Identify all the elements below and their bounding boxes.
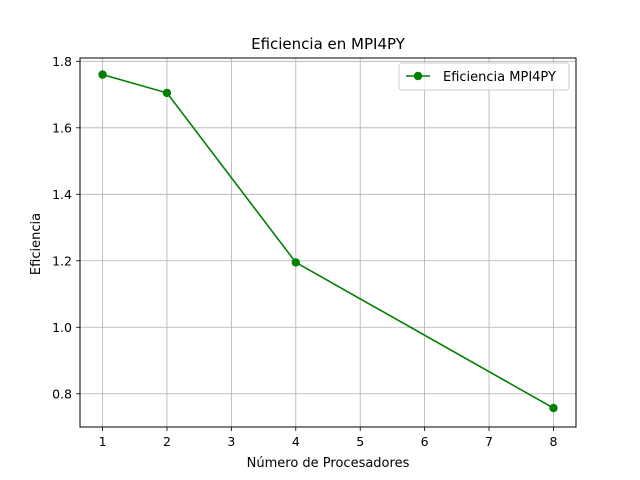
x-tick-label: 5 xyxy=(356,434,364,449)
series-line xyxy=(102,73,554,409)
series xyxy=(98,70,558,413)
data-point xyxy=(98,70,107,79)
y-tick-label: 1.8 xyxy=(52,54,72,69)
data-point xyxy=(549,403,558,413)
y-tick-label: 1.6 xyxy=(52,120,72,135)
x-tick-label: 6 xyxy=(421,434,429,449)
x-axis-ticks: 1 2 3 4 5 6 7 8 xyxy=(99,427,557,449)
legend-box xyxy=(398,62,570,91)
chart-title: Eficiencia en MPI4PY xyxy=(251,35,406,53)
data-point xyxy=(291,258,300,267)
x-axis-label: Número de Procesadores xyxy=(247,456,410,471)
legend: Eficiencia MPI4PY xyxy=(398,62,570,91)
x-tick-label: 2 xyxy=(163,434,171,449)
y-tick-label: 1.4 xyxy=(52,187,72,202)
legend-marker xyxy=(413,71,423,81)
x-tick-label: 1 xyxy=(99,434,107,449)
y-axis-ticks: 0.8 1.0 1.2 1.4 1.6 1.8 xyxy=(52,54,80,401)
x-tick-label: 3 xyxy=(227,434,235,449)
grid xyxy=(80,58,576,427)
x-tick-label: 8 xyxy=(549,434,557,449)
data-point xyxy=(162,88,172,98)
x-tick-label: 7 xyxy=(485,434,493,449)
y-tick-label: 1.2 xyxy=(52,253,72,268)
y-tick-label: 0.8 xyxy=(52,386,72,401)
plot-frame xyxy=(79,57,577,428)
legend-entry-label: Eficiencia MPI4PY xyxy=(443,70,556,85)
y-tick-label: 1.0 xyxy=(52,320,72,335)
x-tick-label: 4 xyxy=(292,434,300,449)
y-axis-label: Eficiencia xyxy=(29,213,44,275)
